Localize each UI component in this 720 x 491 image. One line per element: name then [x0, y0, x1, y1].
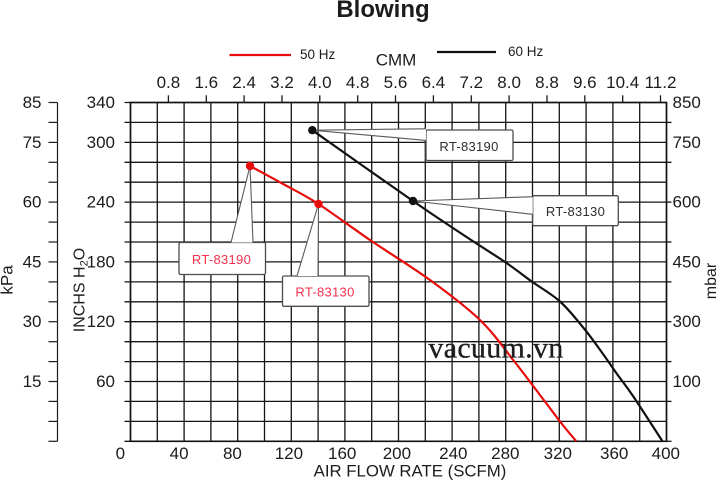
svg-text:85: 85 [23, 93, 42, 112]
svg-text:11.2: 11.2 [645, 73, 677, 92]
svg-text:240: 240 [87, 193, 115, 212]
svg-text:360: 360 [600, 444, 628, 463]
svg-text:vacuum.vn: vacuum.vn [428, 332, 563, 365]
svg-text:600: 600 [673, 193, 701, 212]
svg-text:750: 750 [673, 133, 701, 152]
svg-text:7.2: 7.2 [459, 73, 483, 92]
svg-text:RT-83130: RT-83130 [546, 204, 605, 219]
svg-text:200: 200 [383, 444, 411, 463]
svg-text:120: 120 [87, 312, 115, 331]
svg-text:120: 120 [275, 444, 303, 463]
svg-text:mbar: mbar [703, 262, 720, 299]
svg-text:0: 0 [116, 444, 125, 463]
svg-text:100: 100 [673, 372, 701, 391]
svg-text:9.6: 9.6 [573, 73, 597, 92]
svg-text:RT-83190: RT-83190 [439, 139, 498, 154]
svg-text:2.4: 2.4 [232, 73, 256, 92]
svg-text:Blowing: Blowing [336, 0, 429, 23]
svg-text:4.0: 4.0 [308, 73, 332, 92]
svg-text:80: 80 [223, 444, 242, 463]
svg-text:10.4: 10.4 [606, 73, 639, 92]
svg-text:450: 450 [673, 252, 701, 271]
svg-text:60: 60 [23, 193, 42, 212]
svg-text:8.8: 8.8 [535, 73, 559, 92]
svg-text:15: 15 [23, 372, 42, 391]
svg-text:AIR FLOW RATE (SCFM): AIR FLOW RATE (SCFM) [314, 462, 507, 481]
svg-text:30: 30 [23, 312, 42, 331]
svg-text:kPa: kPa [0, 265, 17, 295]
svg-text:75: 75 [23, 133, 42, 152]
svg-text:45: 45 [23, 252, 42, 271]
svg-text:5.6: 5.6 [384, 73, 408, 92]
svg-text:60: 60 [96, 372, 115, 391]
svg-text:0.8: 0.8 [157, 73, 181, 92]
svg-text:CMM: CMM [376, 51, 417, 70]
svg-text:INCHS H2O: INCHS H2O [72, 248, 91, 332]
svg-text:1.6: 1.6 [194, 73, 218, 92]
svg-text:340: 340 [87, 93, 115, 112]
svg-text:850: 850 [673, 93, 701, 112]
svg-text:8.0: 8.0 [497, 73, 521, 92]
svg-text:160: 160 [328, 444, 356, 463]
svg-text:280: 280 [491, 444, 519, 463]
svg-text:320: 320 [544, 444, 572, 463]
svg-text:RT-83190: RT-83190 [192, 252, 251, 267]
svg-text:400: 400 [652, 444, 680, 463]
svg-text:300: 300 [673, 312, 701, 331]
svg-text:180: 180 [87, 252, 115, 271]
svg-text:300: 300 [87, 133, 115, 152]
svg-text:60 Hz: 60 Hz [508, 44, 544, 59]
svg-text:50 Hz: 50 Hz [300, 47, 336, 62]
svg-text:4.8: 4.8 [346, 73, 370, 92]
svg-text:RT-83130: RT-83130 [295, 285, 354, 300]
svg-text:240: 240 [439, 444, 467, 463]
svg-text:3.2: 3.2 [270, 73, 294, 92]
svg-text:6.4: 6.4 [422, 73, 446, 92]
svg-text:40: 40 [170, 444, 189, 463]
